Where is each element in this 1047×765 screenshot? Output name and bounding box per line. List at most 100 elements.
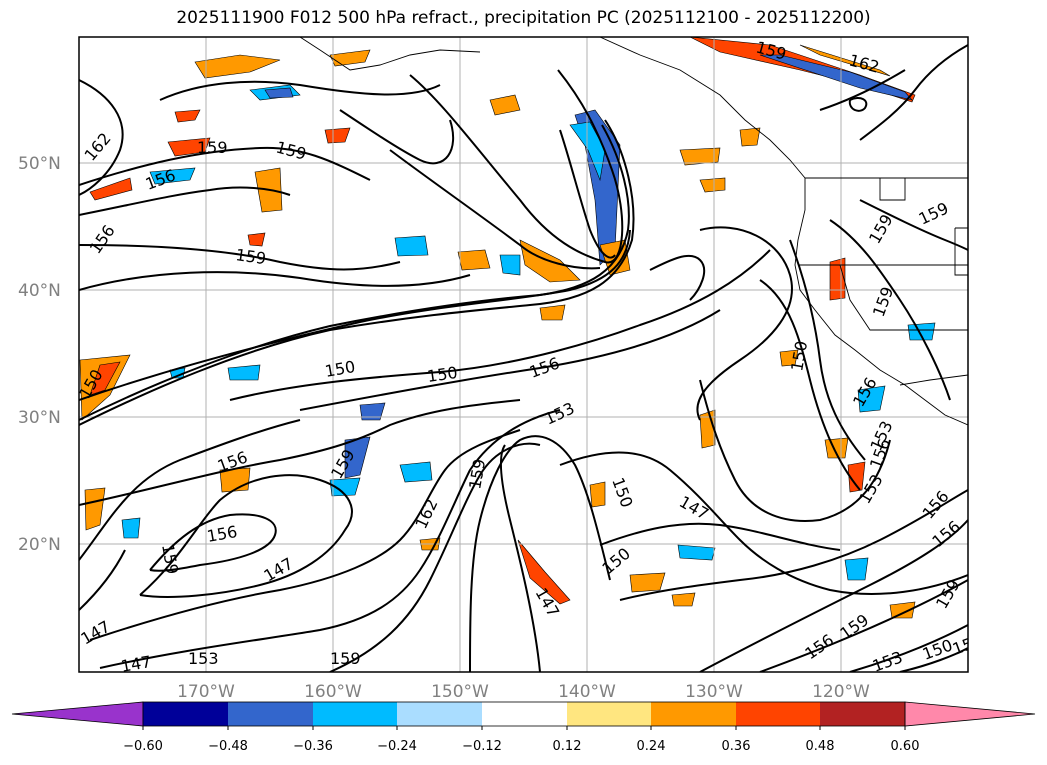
colorbar-segment xyxy=(820,702,905,726)
colorbar-tick-label: 0.12 xyxy=(553,739,582,754)
colorbar-tick-label: −0.36 xyxy=(293,739,333,754)
contour-label: 147 xyxy=(119,652,152,676)
precip-patch xyxy=(149,167,196,185)
precip-patch xyxy=(329,477,361,497)
contour-line xyxy=(559,451,968,595)
contour-line xyxy=(759,279,861,491)
precip-patch xyxy=(121,517,141,539)
colorbar-tick-label: −0.48 xyxy=(208,739,248,754)
lon-label: 130°W xyxy=(685,682,743,702)
north-america-coast xyxy=(599,37,968,426)
contour-line xyxy=(339,109,455,165)
precip-patch xyxy=(847,461,866,493)
contour-line xyxy=(699,379,891,522)
latitude-labels: 50°N 40°N 30°N 20°N xyxy=(18,154,61,555)
colorbar-tick-label: 0.60 xyxy=(891,739,920,754)
colorbar-outline xyxy=(142,701,906,727)
colorbar: −0.60 −0.48 −0.36 −0.24 −0.12 0.12 0.24 … xyxy=(11,701,1036,754)
lon-label: 150°W xyxy=(431,682,489,702)
contour-line xyxy=(599,522,841,551)
precip-patch xyxy=(739,127,761,147)
longitude-labels: 170°W 160°W 150°W 140°W 130°W 120°W xyxy=(177,682,870,702)
colorbar-tick-label: 0.48 xyxy=(806,739,835,754)
colorbar-segment xyxy=(228,702,313,726)
contour-line xyxy=(79,186,291,216)
precip-patch xyxy=(889,601,916,619)
precip-patch xyxy=(264,87,294,99)
contour-line xyxy=(99,409,561,669)
lon-label: 140°W xyxy=(558,682,616,702)
contour-line xyxy=(79,124,630,421)
colorbar-segment xyxy=(567,702,651,726)
height-contours xyxy=(79,44,968,672)
contour-line xyxy=(619,489,968,601)
contour-line xyxy=(696,226,793,421)
contour-line xyxy=(79,399,521,506)
contour-label: 153 xyxy=(188,649,219,668)
colorbar-segment xyxy=(313,702,397,726)
colorbar-segment xyxy=(736,702,820,726)
contour-line xyxy=(499,444,541,672)
contour-line xyxy=(819,69,906,111)
lon-label: 170°W xyxy=(177,682,235,702)
contour-line xyxy=(559,129,616,259)
precip-patch xyxy=(89,361,121,396)
contour-label: 150 xyxy=(426,363,459,386)
precip-patch xyxy=(517,539,571,605)
precip-patch xyxy=(699,409,716,449)
state-border xyxy=(879,178,906,201)
contour-line xyxy=(759,579,968,672)
state-border xyxy=(839,264,968,331)
precipitation-shading xyxy=(79,37,936,619)
precip-patch xyxy=(844,557,869,581)
lon-label: 120°W xyxy=(812,682,870,702)
contour-line xyxy=(848,97,868,112)
precip-patch xyxy=(699,177,726,193)
precip-patch xyxy=(359,402,386,421)
contour-line xyxy=(79,79,124,196)
contour-line xyxy=(409,69,624,264)
precip-patch xyxy=(399,461,433,483)
lat-lon-grid xyxy=(79,37,968,672)
contour-line xyxy=(79,244,401,271)
precip-patch xyxy=(227,364,261,381)
precip-patch xyxy=(779,349,799,367)
colorbar-tick-label: −0.24 xyxy=(377,739,417,754)
contour-line xyxy=(829,219,951,401)
colorbar-tick-label: 0.36 xyxy=(722,739,751,754)
precip-patch xyxy=(194,54,281,79)
coastlines xyxy=(299,37,968,426)
colorbar-extend-low xyxy=(11,701,144,727)
colorbar-segment xyxy=(143,702,228,726)
contour-line xyxy=(79,146,371,186)
precip-patch xyxy=(167,137,211,157)
precip-patch xyxy=(247,232,266,247)
contour-line xyxy=(859,44,968,141)
contour-line xyxy=(899,647,968,672)
precip-patch xyxy=(589,481,606,508)
contour-line xyxy=(299,309,721,411)
precip-patch xyxy=(689,37,916,103)
colorbar-segment xyxy=(397,702,482,726)
colorbar-tick-label: −0.12 xyxy=(462,739,502,754)
lon-label: 160°W xyxy=(304,682,362,702)
map-title: 2025111900 F012 500 hPa refract., precip… xyxy=(176,8,871,28)
contour-line xyxy=(79,419,301,561)
precip-patch xyxy=(89,177,133,201)
contour-line xyxy=(649,254,706,301)
colorbar-extend-high xyxy=(904,701,1036,727)
contour-line xyxy=(159,80,441,101)
colorbar-segment xyxy=(651,702,736,726)
precip-patch xyxy=(829,257,846,301)
lat-label: 50°N xyxy=(18,154,61,174)
contour-line xyxy=(859,199,968,251)
mexico-border xyxy=(899,374,968,386)
precip-patch xyxy=(671,592,696,607)
precip-patch xyxy=(489,94,521,116)
contour-line xyxy=(789,239,866,461)
precip-patch xyxy=(324,127,351,144)
alaska-coast xyxy=(299,37,481,71)
contour-line xyxy=(79,229,631,401)
contour-label: 159 xyxy=(330,649,361,668)
